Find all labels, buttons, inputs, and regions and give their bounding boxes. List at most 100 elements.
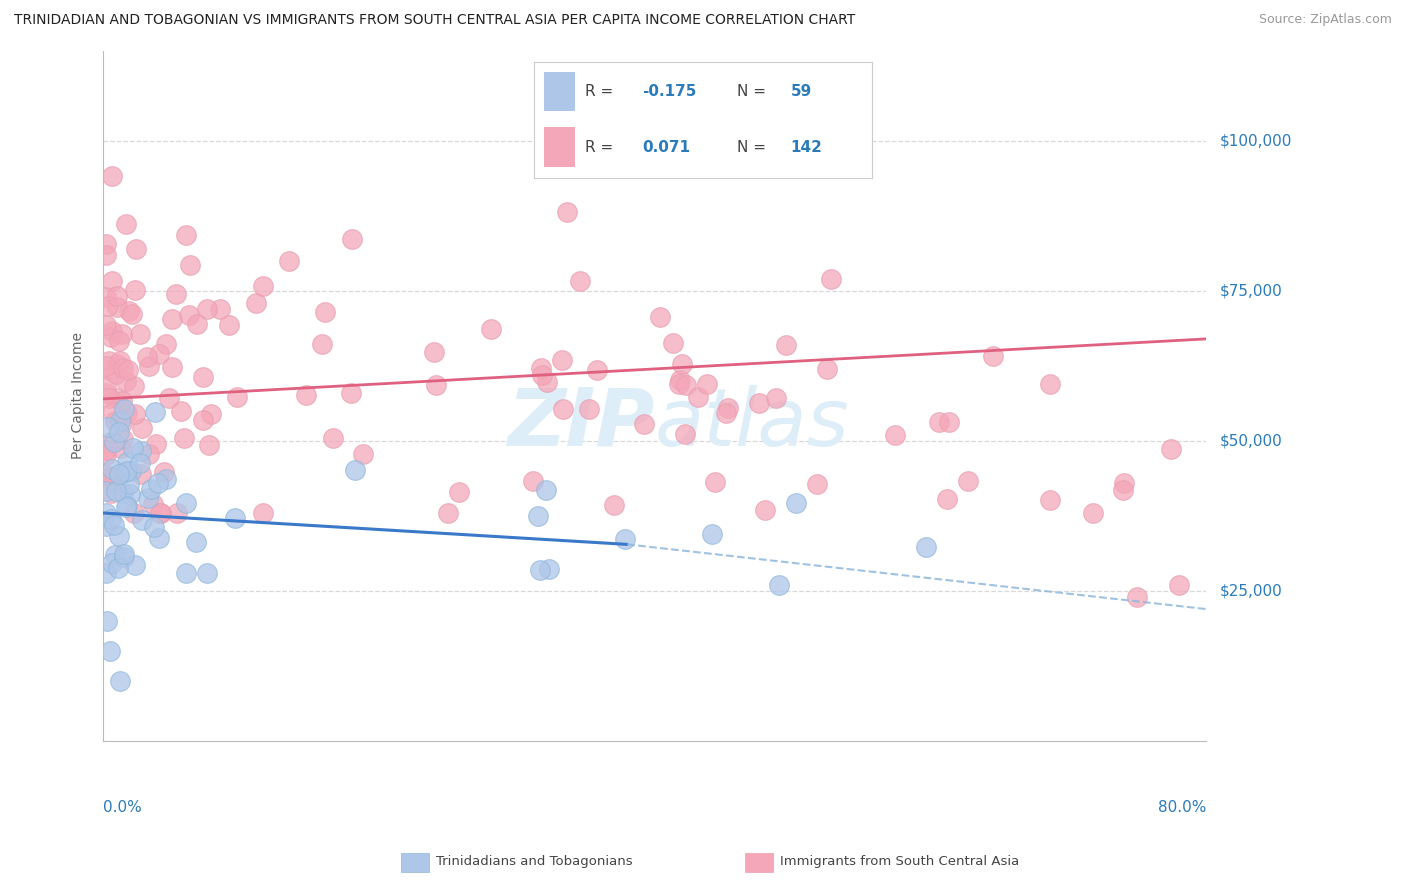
Point <box>142 520 165 534</box>
Text: R =: R = <box>585 84 619 99</box>
Point <box>437 506 460 520</box>
Point <box>157 391 180 405</box>
Point <box>669 373 692 387</box>
Point <box>218 318 240 332</box>
Point <box>662 336 685 351</box>
Point <box>915 540 938 554</box>
FancyBboxPatch shape <box>544 71 575 112</box>
Point <box>1160 442 1182 456</box>
Point <box>314 305 336 319</box>
Point <box>447 485 470 500</box>
Point <box>704 475 727 490</box>
Point <box>551 352 574 367</box>
Point <box>101 461 124 475</box>
Point <box>775 338 797 352</box>
Point <box>114 547 136 561</box>
Point <box>883 428 905 442</box>
Point <box>97 391 120 405</box>
Point <box>118 304 141 318</box>
Point <box>104 414 127 428</box>
Point <box>121 307 143 321</box>
Point <box>94 467 117 482</box>
Point <box>938 415 960 429</box>
Point <box>754 503 776 517</box>
Text: $25,000: $25,000 <box>1220 583 1282 599</box>
Point <box>125 242 148 256</box>
Point <box>224 510 246 524</box>
Text: Immigrants from South Central Asia: Immigrants from South Central Asia <box>780 855 1019 868</box>
Point <box>586 363 609 377</box>
Point <box>138 359 160 373</box>
Point <box>129 326 152 341</box>
Point <box>117 455 139 469</box>
Point <box>815 361 838 376</box>
Point <box>103 435 125 450</box>
Point <box>105 301 128 315</box>
Point <box>555 204 578 219</box>
Point <box>198 438 221 452</box>
Text: N =: N = <box>737 139 770 154</box>
Point <box>529 360 551 375</box>
Point <box>103 518 125 533</box>
Point <box>160 311 183 326</box>
Point <box>112 432 135 446</box>
Point <box>425 378 447 392</box>
Point <box>97 420 120 434</box>
Point <box>101 274 124 288</box>
Point <box>121 441 143 455</box>
Point <box>186 317 208 331</box>
Point <box>166 506 188 520</box>
Point <box>108 334 131 348</box>
Point <box>717 401 740 415</box>
Y-axis label: Per Capita Income: Per Capita Income <box>72 333 86 459</box>
Point <box>957 474 980 488</box>
Point <box>149 506 172 520</box>
Text: atlas: atlas <box>655 384 849 463</box>
Point <box>173 431 195 445</box>
Point <box>108 674 131 689</box>
Point <box>139 482 162 496</box>
Point <box>100 556 122 570</box>
Point <box>115 499 138 513</box>
FancyBboxPatch shape <box>544 128 575 167</box>
Point <box>129 456 152 470</box>
Text: $100,000: $100,000 <box>1220 133 1292 148</box>
Point <box>148 347 170 361</box>
Point <box>1126 590 1149 604</box>
Point <box>105 289 128 303</box>
Point <box>105 391 128 405</box>
Point <box>806 477 828 491</box>
Point <box>117 363 139 377</box>
Text: 80.0%: 80.0% <box>1159 800 1206 815</box>
Point <box>613 532 636 546</box>
Point <box>94 442 117 457</box>
Point <box>108 414 131 428</box>
Point <box>118 487 141 501</box>
Point <box>148 475 170 490</box>
Point <box>129 467 152 481</box>
Point <box>522 474 544 488</box>
Point <box>118 477 141 491</box>
Point <box>1167 578 1189 592</box>
Point <box>108 467 131 481</box>
Point <box>174 566 197 580</box>
Text: 0.071: 0.071 <box>643 139 690 154</box>
Point <box>1112 476 1135 491</box>
Point <box>820 272 842 286</box>
Point <box>100 169 122 184</box>
Point <box>105 357 128 371</box>
Text: -0.175: -0.175 <box>643 84 696 99</box>
Point <box>124 283 146 297</box>
Point <box>111 416 134 430</box>
Point <box>149 506 172 520</box>
Point <box>195 301 218 316</box>
Point <box>94 566 117 580</box>
Point <box>714 406 737 420</box>
Point <box>98 353 121 368</box>
Point <box>101 324 124 338</box>
Point <box>195 566 218 580</box>
Point <box>100 435 122 450</box>
Point <box>110 442 132 456</box>
Point <box>94 483 117 498</box>
Point <box>104 548 127 562</box>
